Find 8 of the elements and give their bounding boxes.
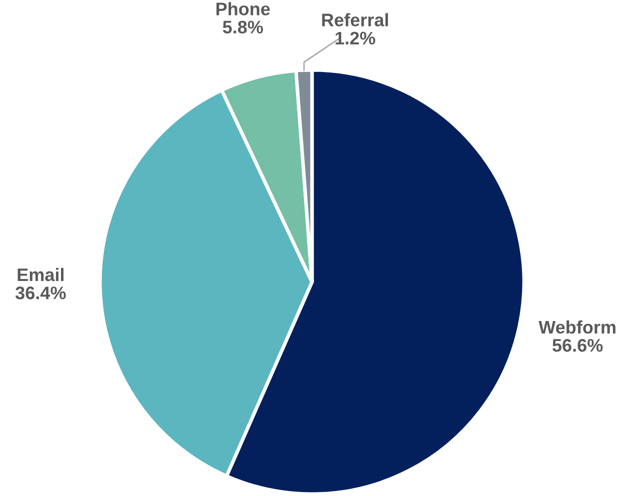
- slice-label: Referral: [322, 13, 388, 26]
- slice-label: Phone: [216, 2, 270, 16]
- data-label: 56.6%: [552, 338, 603, 352]
- data-label: 5.8%: [222, 20, 263, 34]
- slice-label: Webform: [538, 320, 616, 334]
- data-label: 36.4%: [15, 286, 66, 300]
- data-label: 1.2%: [336, 32, 376, 44]
- slice-label: Email: [18, 268, 64, 282]
